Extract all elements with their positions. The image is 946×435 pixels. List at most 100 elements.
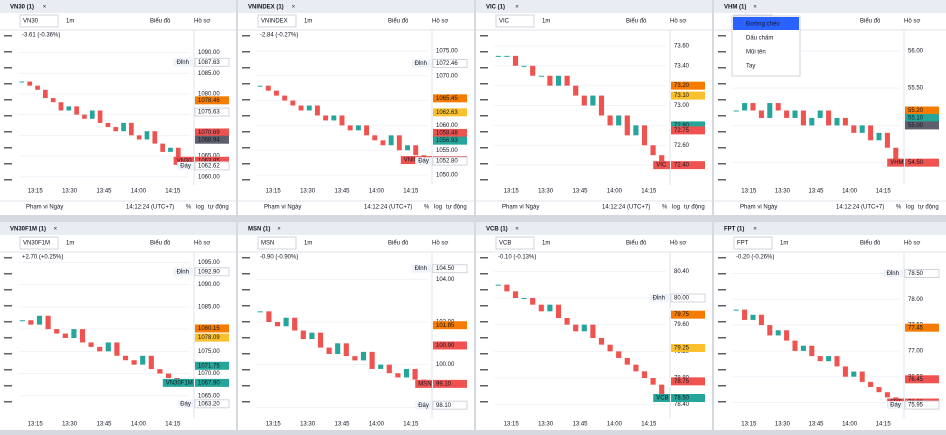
interval[interactable]: 1m [780, 241, 788, 247]
tab-close[interactable]: × [292, 5, 296, 11]
tab-title[interactable]: MSN (1) [248, 227, 270, 233]
auto-toggle[interactable]: tự động [446, 205, 467, 211]
log-toggle[interactable]: log [196, 205, 204, 211]
symbol-box[interactable] [19, 236, 59, 250]
tool-icon[interactable] [4, 163, 12, 165]
menu-item[interactable]: Đường chéo [746, 22, 780, 28]
chart-type[interactable]: Biểu đồ [150, 18, 171, 25]
tool-icon[interactable] [242, 147, 250, 149]
tool-icon[interactable] [242, 369, 250, 371]
tool-icon[interactable] [4, 51, 12, 53]
chart-type[interactable]: Biểu đồ [626, 18, 647, 25]
symbol-box[interactable] [19, 14, 59, 28]
tool-icon[interactable] [4, 353, 12, 355]
tool-icon[interactable] [480, 369, 488, 371]
tool-icon[interactable] [242, 67, 250, 69]
percent-toggle[interactable]: % [896, 205, 902, 211]
tool-icon[interactable] [480, 179, 488, 181]
tool-icon[interactable] [718, 321, 726, 323]
tool-icon[interactable] [718, 257, 726, 259]
tool-icon[interactable] [4, 305, 12, 307]
tool-icon[interactable] [242, 257, 250, 259]
tool-icon[interactable] [480, 99, 488, 101]
tool-icon[interactable] [242, 305, 250, 307]
tool-icon[interactable] [4, 131, 12, 133]
tab-close[interactable]: × [43, 5, 47, 11]
tool-icon[interactable] [480, 67, 488, 69]
chart-type[interactable]: Biểu đồ [388, 240, 409, 247]
chart-type[interactable]: Biểu đồ [626, 240, 647, 247]
tool-icon[interactable] [718, 289, 726, 291]
tool-icon[interactable] [4, 67, 12, 69]
tab-close[interactable]: × [753, 5, 757, 11]
tool-icon[interactable] [718, 99, 726, 101]
tool-icon[interactable] [242, 99, 250, 101]
tab-close[interactable]: × [54, 227, 58, 233]
date-range[interactable]: Phạm vi Ngày [740, 205, 777, 211]
interval[interactable]: 1m [66, 19, 74, 25]
tool-icon[interactable] [4, 147, 12, 149]
symbol[interactable]: VIC [499, 19, 510, 25]
tool-icon[interactable] [4, 385, 12, 387]
tool-icon[interactable] [480, 115, 488, 117]
date-range[interactable]: Phạm vi Ngày [502, 205, 539, 211]
tool-icon[interactable] [480, 163, 488, 165]
tab-title[interactable]: FPT (1) [724, 227, 744, 233]
tool-icon[interactable] [242, 321, 250, 323]
interval[interactable]: 1m [66, 241, 74, 247]
tool-icon[interactable] [242, 83, 250, 85]
symbol[interactable]: VN30F1M [23, 241, 50, 247]
tool-icon[interactable] [480, 305, 488, 307]
percent-toggle[interactable]: % [424, 205, 430, 211]
date-range[interactable]: Phạm vi Ngày [26, 205, 63, 211]
tool-icon[interactable] [242, 353, 250, 355]
interval[interactable]: 1m [304, 19, 312, 25]
tool-icon[interactable] [480, 273, 488, 275]
menu-item[interactable]: Tay [746, 64, 755, 70]
interval[interactable]: 1m [542, 19, 550, 25]
tool-icon[interactable] [480, 337, 488, 339]
symbol[interactable]: FPT [737, 241, 749, 247]
tool-icon[interactable] [480, 401, 488, 403]
tab-close[interactable]: × [515, 5, 519, 11]
tool-icon[interactable] [718, 163, 726, 165]
log-toggle[interactable]: log [672, 205, 680, 211]
tool-icon[interactable] [4, 321, 12, 323]
symbol-box[interactable] [495, 14, 535, 28]
profile[interactable]: Hồ sơ [194, 241, 210, 247]
tab-close[interactable]: × [515, 227, 519, 233]
tool-icon[interactable] [242, 179, 250, 181]
menu-item[interactable]: Mũi tên [746, 50, 766, 56]
tool-icon[interactable] [718, 35, 726, 37]
tool-icon[interactable] [718, 115, 726, 117]
tool-icon[interactable] [718, 369, 726, 371]
tool-icon[interactable] [4, 115, 12, 117]
percent-toggle[interactable]: % [662, 205, 668, 211]
interval[interactable]: 1m [304, 241, 312, 247]
chart-type[interactable]: Biểu đồ [860, 240, 881, 247]
tool-icon[interactable] [718, 305, 726, 307]
tool-icon[interactable] [480, 83, 488, 85]
tool-icon[interactable] [4, 35, 12, 37]
tab-title[interactable]: VHM (1) [724, 5, 746, 11]
profile[interactable]: Hồ sơ [194, 19, 210, 25]
tool-icon[interactable] [718, 51, 726, 53]
tool-icon[interactable] [242, 273, 250, 275]
tool-icon[interactable] [480, 35, 488, 37]
menu-item[interactable]: Dấu chấm [746, 36, 773, 42]
tool-icon[interactable] [4, 273, 12, 275]
auto-toggle[interactable]: tự động [918, 205, 939, 211]
interval[interactable]: 1m [542, 241, 550, 247]
auto-toggle[interactable]: tự động [684, 205, 705, 211]
tool-icon[interactable] [718, 67, 726, 69]
tool-icon[interactable] [480, 147, 488, 149]
tool-icon[interactable] [4, 83, 12, 85]
tool-icon[interactable] [4, 401, 12, 403]
tool-icon[interactable] [480, 289, 488, 291]
tool-icon[interactable] [242, 115, 250, 117]
symbol[interactable]: MSN [261, 241, 274, 247]
tool-icon[interactable] [242, 131, 250, 133]
percent-toggle[interactable]: % [186, 205, 192, 211]
profile[interactable]: Hồ sơ [432, 19, 448, 25]
log-toggle[interactable]: log [434, 205, 442, 211]
